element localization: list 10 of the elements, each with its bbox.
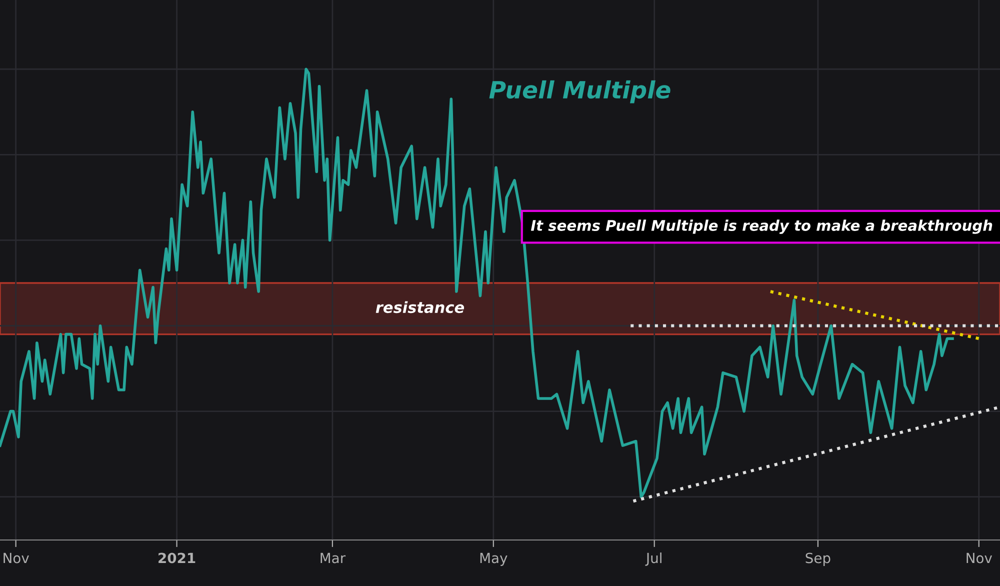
x-tick-label: 2021 [158,552,196,564]
x-tick-label: Sep [806,552,830,566]
x-tick-label: Jul [645,552,662,566]
x-tick-label: Mar [320,552,346,564]
annotation: It seems Puell Multiple is ready to make a breakthrough [530,220,992,234]
band-label: resistance [376,301,464,314]
x-tick-label: May [480,552,508,566]
x-tick-label: Nov [966,552,992,564]
chart-title: Puell Multiple [489,80,670,104]
x-tick-label: Nov [4,552,29,564]
